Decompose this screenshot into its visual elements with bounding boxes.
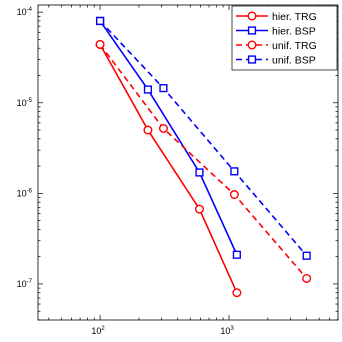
series-line-0 xyxy=(99,44,238,294)
legend: hier. TRG hier. BSP unif. TRG unif. BSP xyxy=(231,5,338,71)
y-tick-label: 10-7 xyxy=(17,279,33,289)
data-point xyxy=(194,204,204,214)
data-point xyxy=(232,288,242,298)
data-point xyxy=(95,16,105,26)
data-point xyxy=(158,123,168,133)
legend-marker xyxy=(247,40,257,50)
series-layer xyxy=(95,16,312,298)
data-point xyxy=(232,250,241,259)
series-line-1 xyxy=(99,20,238,256)
x-tick-label: 103 xyxy=(220,326,234,336)
y-tick-label: 10-5 xyxy=(17,98,33,108)
data-point xyxy=(229,190,239,200)
x-tick-label: 102 xyxy=(91,326,105,336)
data-point xyxy=(195,168,204,177)
y-tick-label: 10-6 xyxy=(17,188,33,198)
legend-label: unif. TRG xyxy=(272,40,317,52)
legend-label: unif. BSP xyxy=(272,54,316,66)
data-point xyxy=(159,84,168,93)
data-point xyxy=(143,85,153,94)
y-tick-label: 10-4 xyxy=(17,7,33,17)
data-point xyxy=(302,273,312,283)
legend-label: hier. TRG xyxy=(272,11,317,23)
series-line-2 xyxy=(99,43,308,279)
legend-marker xyxy=(247,55,257,64)
legend-label: hier. BSP xyxy=(272,25,316,37)
data-point xyxy=(95,39,105,49)
legend-marker xyxy=(247,26,257,35)
data-point xyxy=(302,251,311,260)
data-point xyxy=(230,167,239,176)
axis-ticks: 102 103 10-7 10-6 10-5 10-4 xyxy=(17,5,339,336)
data-point xyxy=(143,125,153,135)
legend-marker xyxy=(247,11,257,21)
